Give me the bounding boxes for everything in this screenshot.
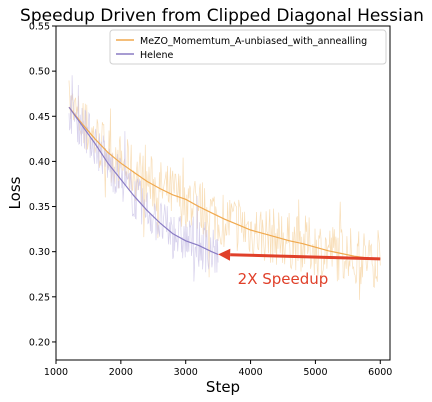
- y-axis: 0.20 0.25 0.30 0.35 0.40 0.45 0.50 0.55: [29, 22, 56, 348]
- raw-noise-traces: [68, 75, 381, 300]
- x-tick-label: 1000: [44, 367, 68, 378]
- speedup-arrow-head: [218, 248, 231, 261]
- series-lines: [68, 106, 381, 260]
- y-tick-label: 0.25: [29, 292, 50, 303]
- legend: MeZO_Momemtum_A-unbiased_with_annealling…: [109, 29, 387, 65]
- x-tick-label: 4000: [238, 367, 262, 378]
- y-tick-label: 0.55: [29, 22, 50, 33]
- y-tick-label: 0.20: [29, 337, 50, 348]
- y-tick-label: 0.35: [29, 202, 50, 213]
- y-tick-label: 0.50: [29, 67, 50, 78]
- y-tick-label: 0.45: [29, 112, 50, 123]
- annotation-group: 2X Speedup: [218, 248, 381, 288]
- y-tick-label: 0.30: [29, 247, 50, 258]
- legend-label-helene: Helene: [140, 50, 173, 61]
- chart-title: Speedup Driven from Clipped Diagonal Hes…: [20, 6, 424, 26]
- x-tick-label: 6000: [368, 367, 392, 378]
- y-tick-label: 0.40: [29, 157, 50, 168]
- legend-label-mezo: MeZO_Momemtum_A-unbiased_with_annealling: [140, 36, 367, 47]
- plot-frame: [55, 25, 391, 361]
- x-tick-label: 2000: [109, 367, 133, 378]
- x-axis-label: Step: [206, 378, 240, 396]
- series-line-1: [68, 106, 219, 255]
- y-axis-label: Loss: [6, 176, 24, 209]
- speedup-arrow-shaft: [230, 253, 381, 261]
- x-tick-label: 3000: [174, 367, 198, 378]
- x-axis: 1000 2000 3000 4000 5000 6000: [44, 360, 392, 378]
- legend-box: [109, 29, 387, 65]
- speedup-annotation-text: 2X Speedup: [238, 270, 329, 288]
- x-tick-label: 5000: [303, 367, 327, 378]
- series-line-0: [68, 106, 381, 260]
